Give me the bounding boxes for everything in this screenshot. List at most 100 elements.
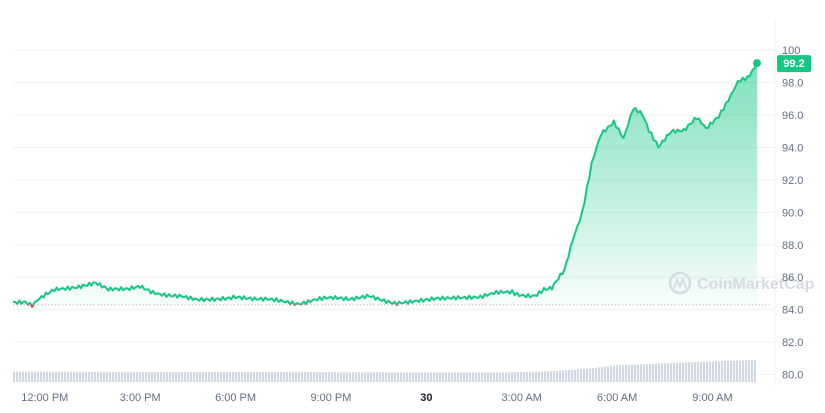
volume-bar [163, 371, 165, 382]
volume-bar [214, 371, 216, 382]
volume-bar [637, 364, 639, 382]
volume-bar [91, 371, 93, 382]
volume-bar [343, 372, 345, 382]
volume-bar [517, 372, 519, 382]
volume-bar [619, 365, 621, 382]
volume-bar [223, 371, 225, 382]
volume-bar [28, 371, 30, 382]
volume-bar [385, 372, 387, 382]
volume-bar [499, 372, 501, 382]
volume-bar [388, 372, 390, 382]
volume-bar [439, 372, 441, 382]
volume-bar [250, 371, 252, 382]
x-tick-label: 3:00 AM [502, 392, 542, 404]
volume-bar [604, 366, 606, 382]
volume-bar [748, 360, 750, 382]
volume-bar [217, 371, 219, 382]
volume-bar [550, 371, 552, 382]
volume-bar [166, 371, 168, 382]
volume-bar [49, 371, 51, 382]
volume-bar [421, 372, 423, 382]
volume-bar [79, 371, 81, 382]
volume-bar [313, 372, 315, 382]
volume-bar [187, 371, 189, 382]
volume-bar [241, 371, 243, 382]
volume-bar [520, 372, 522, 382]
volume-bar [526, 371, 528, 382]
volume-bar [745, 360, 747, 382]
volume-bar [448, 372, 450, 382]
volume-bar [685, 362, 687, 382]
volume-bar [553, 371, 555, 382]
volume-bar [580, 369, 582, 382]
volume-bar [658, 363, 660, 382]
volume-bar [34, 371, 36, 382]
volume-bar [247, 371, 249, 382]
volume-bar [172, 371, 174, 382]
volume-bar [244, 371, 246, 382]
volume-bar [754, 359, 756, 382]
volume-bar [451, 372, 453, 382]
volume-bar [127, 371, 129, 382]
volume-bar [589, 368, 591, 382]
volume-bar [736, 360, 738, 382]
price-area-fill [13, 63, 757, 305]
volume-bar [475, 372, 477, 382]
volume-bar [160, 371, 162, 382]
volume-bar [31, 371, 33, 382]
volume-bar [229, 371, 231, 382]
volume-bar [508, 372, 510, 382]
volume-bar [577, 369, 579, 382]
volume-bar [460, 372, 462, 382]
volume-bar [445, 372, 447, 382]
volume-bar [124, 371, 126, 382]
volume-bar [739, 360, 741, 382]
volume-bar [67, 371, 69, 382]
x-tick-label: 6:00 AM [597, 392, 637, 404]
y-tick-label: 98.0 [782, 78, 803, 90]
watermark-text: CoinMarketCap [697, 276, 815, 293]
volume-bar [649, 363, 651, 382]
volume-bar [409, 372, 411, 382]
volume-bar [73, 371, 75, 382]
volume-bar [562, 370, 564, 382]
current-price-value: 99.2 [783, 58, 804, 70]
volume-bar [304, 372, 306, 382]
price-line [12, 62, 758, 308]
volume-bar [46, 371, 48, 382]
volume-bar [412, 372, 414, 382]
volume-bar [202, 371, 204, 382]
volume-bar [331, 372, 333, 382]
volume-bar [40, 371, 42, 382]
volume-bar [436, 372, 438, 382]
volume-bar [76, 371, 78, 382]
volume-bar [433, 372, 435, 382]
y-tick-label: 80.0 [782, 370, 803, 382]
volume-bar [547, 371, 549, 382]
volume-bar [286, 372, 288, 382]
volume-bar [283, 372, 285, 382]
volume-bar [493, 372, 495, 382]
volume-bar [88, 371, 90, 382]
price-line-up [12, 62, 758, 305]
volume-bar [154, 371, 156, 382]
volume-bar [502, 372, 504, 382]
volume-bar [511, 372, 513, 382]
volume-bar [478, 372, 480, 382]
volume-bar [238, 371, 240, 382]
volume-bar [721, 361, 723, 382]
volume-bar [61, 371, 63, 382]
volume-bar [709, 361, 711, 382]
volume-bar [364, 372, 366, 382]
y-tick-label: 100 [782, 45, 800, 57]
volume-bar [340, 372, 342, 382]
volume-bar [733, 360, 735, 382]
volume-bar [226, 371, 228, 382]
volume-bar [613, 365, 615, 382]
x-tick-label: 9:00 PM [310, 392, 351, 404]
volume-bar [631, 364, 633, 382]
volume-bar [712, 361, 714, 382]
volume-bar [205, 371, 207, 382]
volume-bar [121, 371, 123, 382]
